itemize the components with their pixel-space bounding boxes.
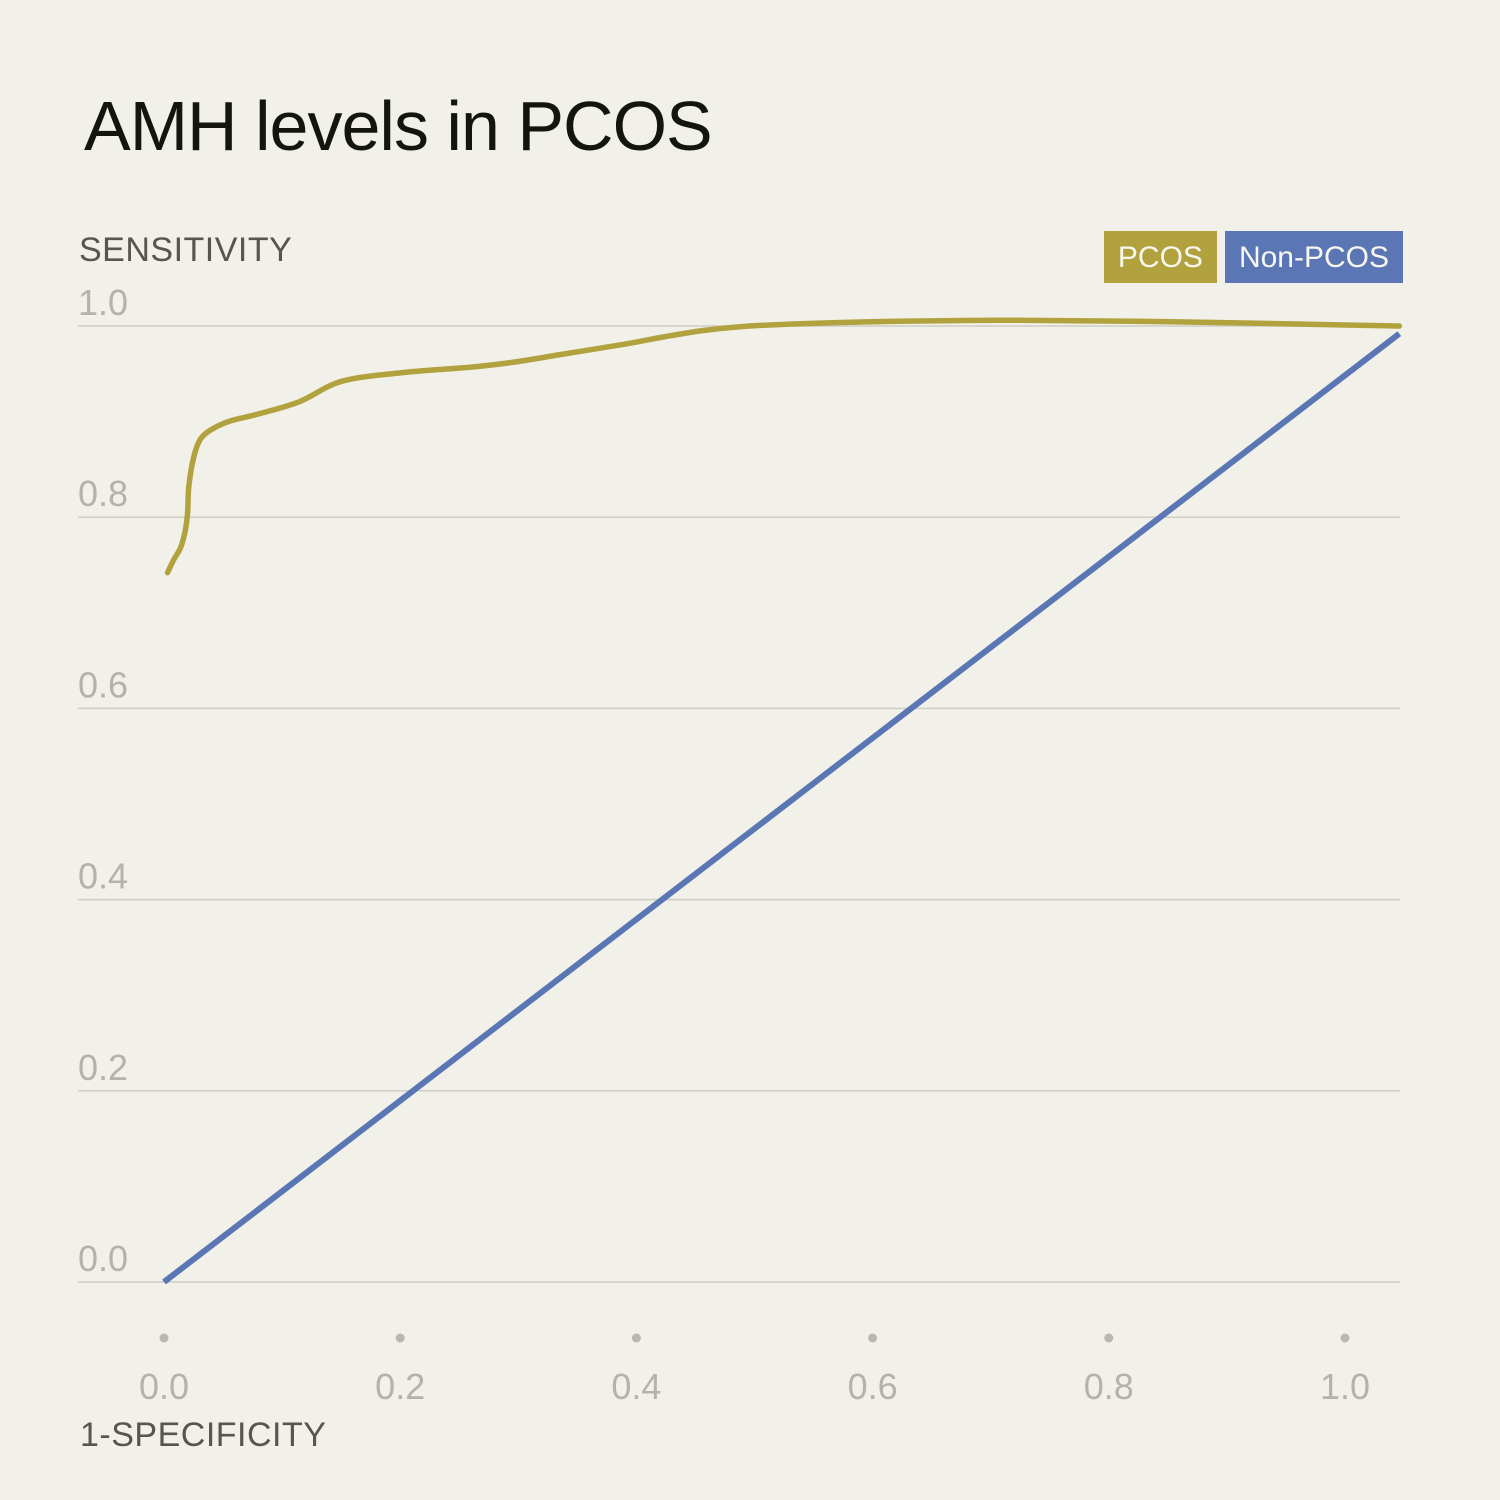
y-tick-label-0.0: 0.0 [78, 1238, 128, 1279]
legend-item: Non-PCOS [1224, 231, 1403, 283]
y-tick-label-0.4: 0.4 [78, 856, 128, 897]
legend-item: PCOS [1103, 231, 1217, 283]
x-tick-dot-0.4 [631, 1333, 641, 1343]
y-axis-title: SENSITIVITY [79, 231, 293, 269]
series-line-pcos [164, 317, 1403, 576]
x-axis-title: 1-SPECIFICITY [80, 1416, 327, 1454]
x-tick-dot-1.0 [1340, 1333, 1350, 1343]
y-tick-label-0.2: 0.2 [78, 1047, 128, 1088]
x-tick-dot-0.2 [395, 1333, 405, 1343]
y-tick-label-0.6: 0.6 [78, 664, 128, 705]
x-tick-dot-0.8 [1104, 1333, 1114, 1343]
series-line-non-pcos [162, 331, 1402, 1285]
legend: PCOS Non-PCOS [1103, 231, 1403, 283]
x-tick-dot-0.6 [868, 1333, 878, 1343]
x-tick-label-0.4: 0.4 [611, 1366, 661, 1407]
x-tick-label-0.6: 0.6 [848, 1366, 898, 1407]
y-tick-label-1.0: 1.0 [78, 282, 128, 323]
y-tick-label-0.8: 0.8 [78, 473, 128, 514]
x-tick-label-1.0: 1.0 [1320, 1366, 1370, 1407]
x-tick-label-0.2: 0.2 [375, 1366, 425, 1407]
chart-title: AMH levels in PCOS [84, 87, 713, 165]
x-tick-dot-0.0 [159, 1333, 169, 1343]
x-tick-label-0.0: 0.0 [139, 1366, 189, 1407]
x-tick-label-0.8: 0.8 [1084, 1366, 1134, 1407]
